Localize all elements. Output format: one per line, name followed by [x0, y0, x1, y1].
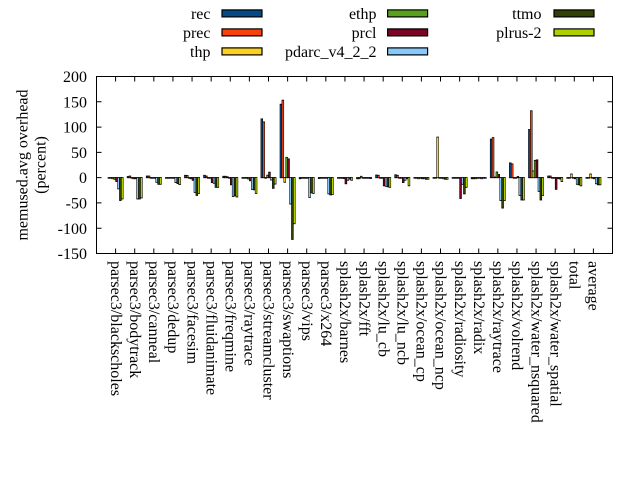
svg-text:parsec3/x264: parsec3/x264 [317, 261, 334, 346]
svg-text:parsec3/raytrace: parsec3/raytrace [241, 261, 258, 366]
svg-text:-50: -50 [66, 196, 87, 213]
svg-text:parsec3/freqmine: parsec3/freqmine [221, 261, 238, 372]
svg-text:splash2x/raytrace: splash2x/raytrace [489, 261, 506, 373]
svg-text:(percent): (percent) [33, 136, 50, 194]
svg-text:parsec3/fluidanimate: parsec3/fluidanimate [202, 261, 219, 395]
svg-text:parsec3/dedup: parsec3/dedup [164, 261, 181, 353]
svg-text:150: 150 [63, 94, 87, 111]
svg-text:splash2x/fft: splash2x/fft [355, 261, 372, 337]
svg-text:parsec3/bodytrack: parsec3/bodytrack [126, 261, 143, 378]
svg-text:100: 100 [63, 120, 87, 137]
svg-text:-150: -150 [58, 246, 87, 263]
svg-text:parsec3/facesim: parsec3/facesim [183, 261, 200, 365]
svg-text:plrus-2: plrus-2 [496, 25, 541, 42]
svg-text:memused.avg overhead: memused.avg overhead [15, 89, 32, 240]
svg-text:splash2x/ocean_ncp: splash2x/ocean_ncp [432, 261, 449, 390]
svg-text:pdarc_v4_2_2: pdarc_v4_2_2 [285, 44, 377, 61]
svg-text:parsec3/canneal: parsec3/canneal [145, 261, 162, 364]
svg-text:-100: -100 [58, 221, 87, 238]
svg-text:ethp: ethp [349, 6, 377, 23]
svg-text:0: 0 [79, 170, 87, 187]
svg-text:splash2x/water_nsquared: splash2x/water_nsquared [527, 261, 544, 423]
svg-text:200: 200 [63, 69, 87, 86]
svg-text:splash2x/radiosity: splash2x/radiosity [451, 261, 468, 377]
svg-text:splash2x/lu_ncb: splash2x/lu_ncb [393, 261, 410, 365]
svg-text:parsec3/blackscholes: parsec3/blackscholes [107, 261, 124, 396]
svg-text:splash2x/water_spatial: splash2x/water_spatial [546, 261, 563, 407]
svg-text:rec: rec [191, 6, 211, 23]
svg-text:parsec3/vips: parsec3/vips [298, 261, 315, 341]
svg-text:50: 50 [71, 145, 87, 162]
svg-text:splash2x/ocean_cp: splash2x/ocean_cp [413, 261, 430, 382]
svg-text:total: total [565, 261, 582, 290]
svg-text:prec: prec [183, 25, 211, 42]
svg-text:splash2x/lu_cb: splash2x/lu_cb [374, 261, 391, 357]
svg-text:splash2x/volrend: splash2x/volrend [508, 261, 525, 370]
svg-text:prcl: prcl [352, 25, 377, 42]
svg-text:splash2x/barnes: splash2x/barnes [336, 261, 353, 363]
svg-text:average: average [585, 261, 602, 311]
svg-text:parsec3/streamcluster: parsec3/streamcluster [260, 261, 277, 400]
svg-text:parsec3/swaptions: parsec3/swaptions [279, 261, 296, 378]
svg-text:splash2x/radix: splash2x/radix [470, 261, 487, 354]
svg-text:ttmo: ttmo [512, 6, 541, 23]
svg-text:thp: thp [190, 44, 210, 61]
